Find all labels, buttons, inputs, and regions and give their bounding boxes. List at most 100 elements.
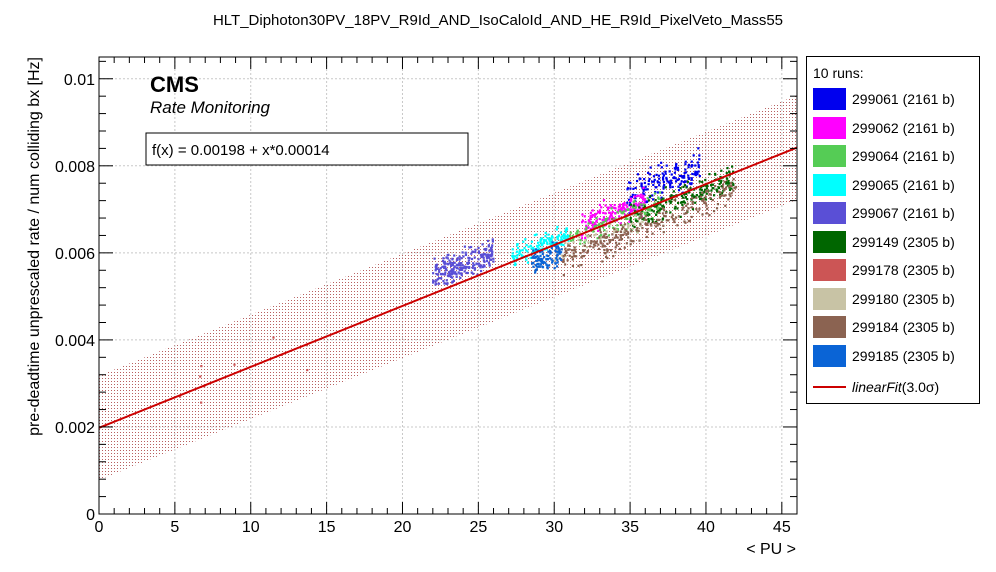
data-point [511,254,514,258]
data-point [661,207,665,210]
data-point [642,189,645,192]
data-point [728,186,731,189]
data-point [623,230,626,233]
data-point [728,171,731,174]
data-point [611,238,615,241]
data-point [691,193,694,196]
data-point [691,194,694,197]
data-point [559,231,562,234]
data-point [580,256,583,259]
data-point [581,219,584,222]
data-point [492,260,495,263]
data-point [481,243,484,246]
data-point [537,244,541,247]
data-point [658,208,662,211]
data-point [586,226,589,229]
data-point [474,250,477,254]
data-point [662,214,666,218]
legend-label: 299065 (2161 b) [852,176,955,193]
data-point [657,197,660,201]
data-point [476,263,479,266]
data-point [450,268,453,271]
data-point [483,260,486,263]
data-point [554,262,557,265]
data-point [521,249,524,252]
data-point [556,259,559,262]
data-point [627,223,630,226]
data-point [584,220,587,224]
data-point [627,181,631,184]
data-point [432,279,435,282]
data-point [589,242,593,245]
data-point [580,264,583,267]
data-point [576,229,579,232]
data-point [718,182,721,186]
data-point [532,255,535,258]
data-point [658,181,661,184]
data-point [712,194,716,197]
data-point [631,193,634,196]
data-point [657,174,661,177]
data-point [571,255,574,259]
data-point [698,195,701,198]
data-point [600,222,603,225]
data-point [719,194,722,198]
data-point [434,269,437,272]
legend-swatch [813,316,846,338]
data-point [599,231,602,234]
data-point [447,253,450,256]
data-point [669,179,672,182]
data-point [461,251,464,254]
data-point [654,225,658,228]
data-point [608,206,611,209]
data-point [647,221,650,224]
data-point [470,252,473,255]
data-point [639,177,642,180]
data-point [653,192,657,195]
data-point [664,186,667,189]
data-point [676,166,680,169]
data-point [720,192,724,195]
data-point [627,198,631,201]
data-point [536,258,539,261]
data-point [563,253,566,257]
data-point [433,257,436,260]
data-point [453,254,456,257]
data-point [690,164,694,167]
data-point [511,256,515,259]
data-point [545,254,548,257]
data-point [657,206,661,209]
data-point [646,222,649,225]
data-point [611,218,614,221]
data-point [693,173,696,176]
data-point [666,180,669,183]
data-point [629,239,632,242]
data-point [459,266,463,270]
data-point [687,191,691,194]
data-point [646,211,649,214]
y-tick-label: 0.01 [64,72,95,89]
data-point [668,181,671,184]
data-point [564,231,568,234]
data-point [640,216,643,219]
data-point [641,226,644,230]
data-point [442,279,445,283]
data-point [687,163,691,167]
data-point [639,224,642,227]
series-5 [432,238,495,286]
data-point [450,275,453,279]
data-point [648,196,652,199]
data-point [540,242,543,245]
data-point [683,176,686,179]
data-point [444,271,447,274]
data-point [712,210,716,213]
data-point [558,252,561,255]
data-point [456,267,459,270]
data-point [569,231,572,234]
legend-swatch [813,287,846,310]
data-point [697,164,700,167]
data-point [581,255,584,258]
data-point [573,255,576,258]
data-point [626,208,630,211]
data-point [656,218,659,221]
